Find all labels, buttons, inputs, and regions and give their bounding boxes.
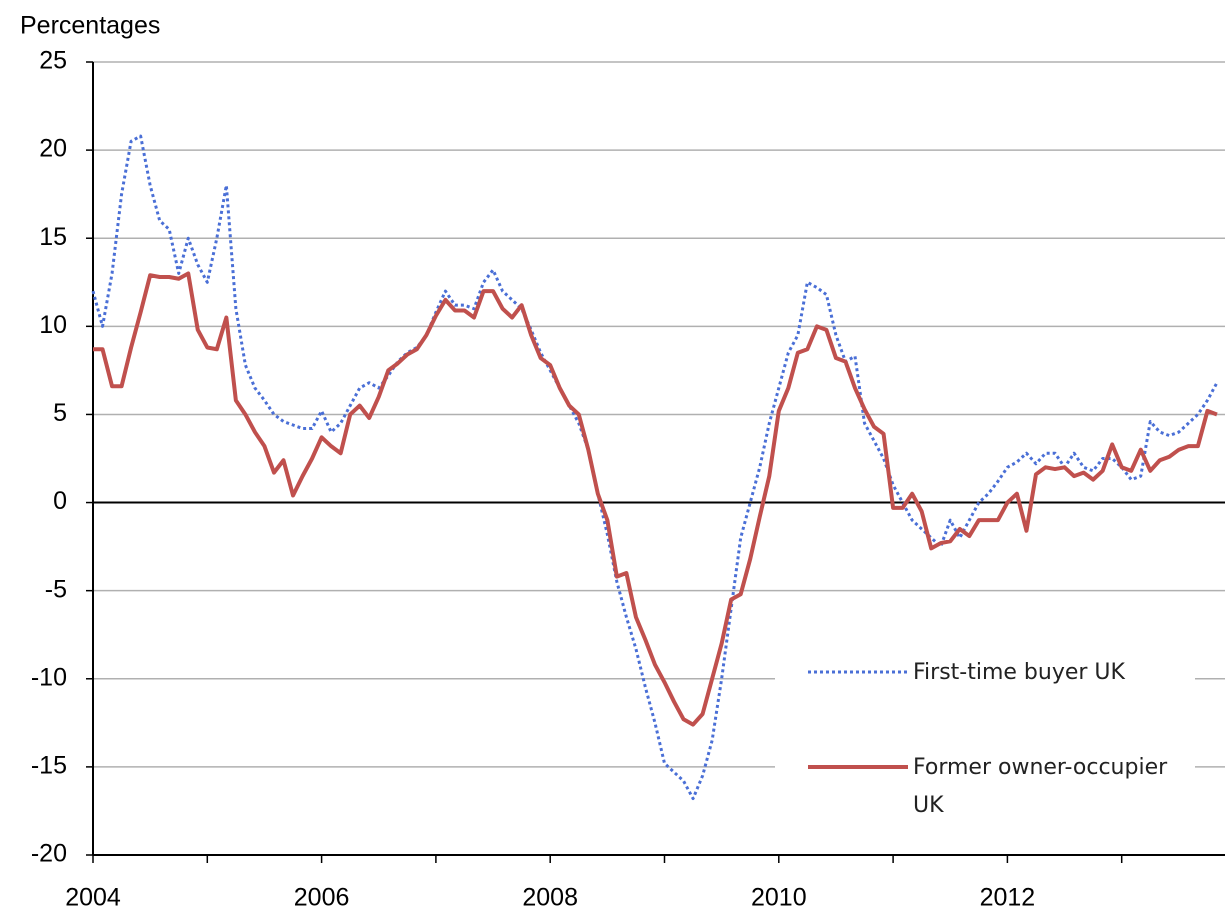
series-line (93, 271, 1218, 727)
legend-label: Former owner-occupier UK (913, 755, 1168, 818)
y-tick-label: 5 (53, 399, 67, 427)
x-tick-label: 2012 (980, 884, 1036, 912)
y-tick-label: 15 (39, 223, 67, 251)
y-tick-label: -15 (31, 751, 67, 779)
y-axis-label: Percentages (20, 12, 160, 40)
y-tick-label: 0 (53, 487, 67, 515)
y-tick-label: 10 (39, 311, 67, 339)
x-tick-label: 2004 (65, 884, 121, 912)
y-tick-label: -20 (31, 840, 67, 868)
legend: First-time buyer UK Former owner-occupier… (775, 652, 1195, 842)
legend-label: First-time buyer UK (913, 660, 1125, 685)
y-tick-label: -5 (45, 575, 67, 603)
x-tick-label: 2006 (294, 884, 350, 912)
legend-swatches (808, 670, 908, 769)
y-tick-label: -10 (31, 663, 67, 691)
x-tick-label: 2010 (751, 884, 807, 912)
y-tick-label: 25 (39, 47, 67, 75)
y-tick-label: 20 (39, 135, 67, 163)
x-tick-label: 2008 (522, 884, 578, 912)
